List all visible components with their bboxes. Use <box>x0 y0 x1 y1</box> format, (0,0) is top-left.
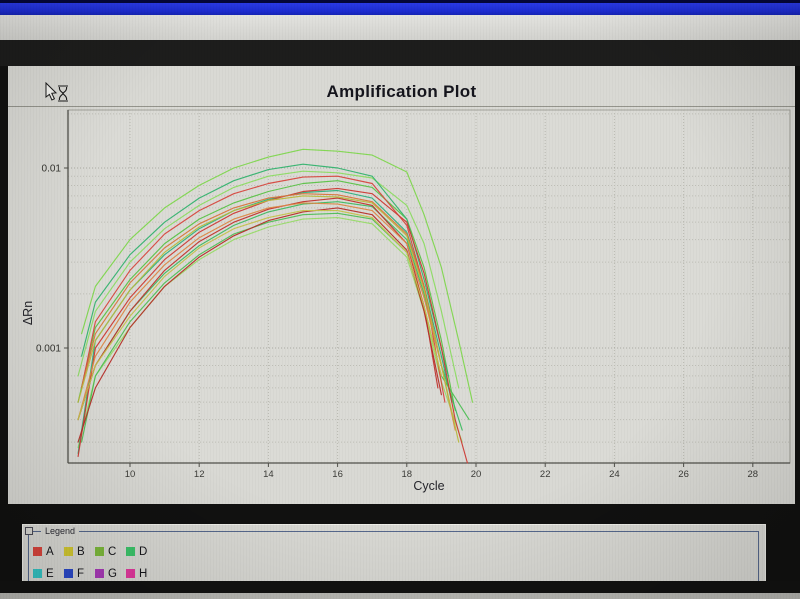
legend-items: A B C D E F G H <box>29 532 758 582</box>
series-line-B4 <box>77 210 442 421</box>
legend-swatch-G <box>95 569 104 578</box>
legend-swatch-C <box>95 547 104 556</box>
series-line-B1 <box>81 193 442 389</box>
series-line-A1 <box>81 175 446 403</box>
bottom-strip <box>0 593 800 599</box>
bottom-bezel-band <box>0 581 800 593</box>
legend-item-E: E <box>33 568 64 580</box>
x-tick-label-18: 18 <box>402 469 413 480</box>
x-tick-label-12: 12 <box>194 469 205 480</box>
y-axis-label: ΔRn <box>21 301 35 325</box>
series-line-A4 <box>77 207 442 443</box>
x-tick-label-20: 20 <box>471 469 482 480</box>
chart-tick-labels: 10 12 14 16 18 20 22 24 26 28 0.01 0.001 <box>36 164 758 481</box>
x-tick-label-10: 10 <box>125 469 136 480</box>
legend-item-B: B <box>64 546 95 558</box>
legend-label-C: C <box>108 545 117 558</box>
series-line-B2 <box>77 202 456 431</box>
legend-swatch-D <box>126 547 135 556</box>
title-divider <box>8 106 795 107</box>
legend-swatch-B <box>64 547 73 556</box>
chart-title: Amplification Plot <box>326 82 477 101</box>
legend-label-E: E <box>46 567 54 580</box>
legend-collapse-toggle[interactable] <box>25 527 33 535</box>
x-tick-label-16: 16 <box>332 469 343 480</box>
titlebar-top-edge <box>0 0 800 3</box>
series-line-C1 <box>81 148 474 403</box>
legend-item-H: H <box>126 568 157 580</box>
legend-row-2: E F G H <box>33 565 758 582</box>
legend-swatch-A <box>33 547 42 556</box>
busy-cursor-icon <box>45 82 68 102</box>
legend-item-C: C <box>95 546 126 558</box>
x-tick-label-22: 22 <box>540 469 551 480</box>
legend-swatch-E <box>33 569 42 578</box>
legend-groupbox: Legend A B C D E F G H <box>25 526 759 599</box>
window-titlebar[interactable] <box>0 3 800 15</box>
y-tick-label-0.01: 0.01 <box>42 164 62 175</box>
desktop-strip <box>0 15 800 40</box>
x-axis-label: Cycle <box>413 479 444 493</box>
series-line-B3 <box>77 195 460 443</box>
series-line-C2 <box>77 170 460 389</box>
x-tick-label-26: 26 <box>678 469 689 480</box>
amplification-chart-plot-area[interactable]: 10 12 14 16 18 20 22 24 26 28 0.01 0.001 Cycle ΔRn <box>8 66 795 504</box>
legend-label-B: B <box>77 545 85 558</box>
legend-label-G: G <box>108 567 117 580</box>
window-frame-bar <box>0 40 800 66</box>
legend-label-A: A <box>46 545 54 558</box>
legend-item-A: A <box>33 546 64 558</box>
y-tick-label-0.001: 0.001 <box>36 344 61 355</box>
legend-swatch-H <box>126 569 135 578</box>
x-tick-label-28: 28 <box>748 469 759 480</box>
amplification-plot-panel: 10 12 14 16 18 20 22 24 26 28 0.01 0.001 Cycle ΔRn … <box>8 66 795 504</box>
legend-item-G: G <box>95 568 126 580</box>
series-line-C3 <box>77 180 456 411</box>
legend-item-D: D <box>126 546 157 558</box>
legend-label-F: F <box>77 567 85 580</box>
legend-label-H: H <box>139 567 148 580</box>
legend-item-F: F <box>64 568 95 580</box>
series-line-D1 <box>81 163 449 377</box>
legend-swatch-F <box>64 569 73 578</box>
legend-row-1: A B C D <box>33 543 758 560</box>
x-tick-label-24: 24 <box>609 469 620 480</box>
x-tick-label-14: 14 <box>263 469 274 480</box>
legend-title: Legend <box>41 526 80 536</box>
series-line-A2 <box>77 187 468 464</box>
chart-axes <box>67 110 790 464</box>
legend-label-D: D <box>139 545 148 558</box>
chart-series-lines <box>77 148 474 464</box>
